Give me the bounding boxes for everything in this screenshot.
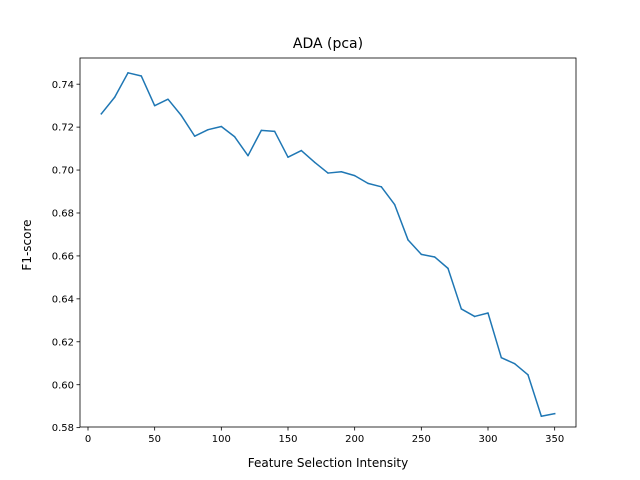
data-point: [300, 149, 303, 152]
data-point: [207, 128, 209, 131]
data-point: [380, 186, 383, 188]
y-tick-label: 0.74: [52, 80, 74, 91]
data-point: [260, 129, 263, 132]
data-point: [393, 203, 396, 206]
data-point: [327, 172, 329, 174]
data-point: [273, 130, 276, 133]
data-point: [113, 96, 116, 99]
y-tick-label: 0.66: [52, 252, 74, 263]
x-tick-label: 0: [85, 434, 91, 445]
axes-frame: [79, 57, 577, 428]
y-axis-ticks: 0.58 0.60 0.62 0.64 0.66 0.68 0.70 0.72 0.74: [52, 80, 80, 434]
y-axis-label: F1-score: [20, 219, 34, 270]
data-point: [233, 136, 236, 138]
y-tick-label: 0.72: [52, 123, 74, 134]
data-point: [100, 113, 103, 115]
x-tick-label: 300: [478, 434, 497, 445]
data-point: [153, 104, 156, 107]
data-point: [553, 412, 556, 415]
x-axis-label: Feature Selection Intensity: [248, 456, 409, 470]
chart-title: ADA (pca): [293, 36, 363, 52]
data-point: [447, 267, 449, 270]
y-tick-label: 0.62: [52, 337, 74, 348]
data-point: [540, 415, 543, 418]
data-point: [287, 156, 289, 158]
data-point: [433, 256, 436, 258]
y-tick-label: 0.64: [52, 294, 74, 305]
data-point: [127, 72, 129, 74]
data-point: [527, 374, 529, 376]
data-point: [140, 75, 143, 77]
data-point: [313, 161, 316, 164]
y-tick-label: 0.58: [52, 423, 74, 434]
data-point: [193, 135, 196, 137]
data-point: [340, 171, 343, 173]
x-tick-label: 100: [212, 434, 231, 445]
data-point: [473, 315, 476, 318]
data-point: [500, 356, 503, 359]
x-tick-label: 200: [345, 434, 364, 445]
data-point: [420, 253, 423, 256]
y-tick-label: 0.70: [52, 166, 74, 177]
plot-area: [100, 72, 556, 418]
data-point: [407, 239, 409, 241]
y-tick-label: 0.60: [52, 380, 74, 391]
x-axis-ticks: 0 50 100 150 200 250 300 350: [85, 427, 564, 445]
x-tick-label: 350: [545, 434, 564, 445]
data-point: [167, 98, 169, 100]
x-tick-label: 250: [412, 434, 431, 445]
data-point: [353, 174, 356, 177]
data-point: [180, 114, 183, 117]
data-point: [460, 308, 463, 310]
data-point: [247, 154, 249, 157]
y-tick-label: 0.68: [52, 209, 74, 220]
data-point: [367, 182, 369, 185]
x-tick-label: 150: [278, 434, 297, 445]
x-tick-label: 50: [148, 434, 161, 445]
data-point: [487, 312, 489, 314]
data-point: [513, 362, 516, 365]
data-point: [220, 125, 223, 128]
